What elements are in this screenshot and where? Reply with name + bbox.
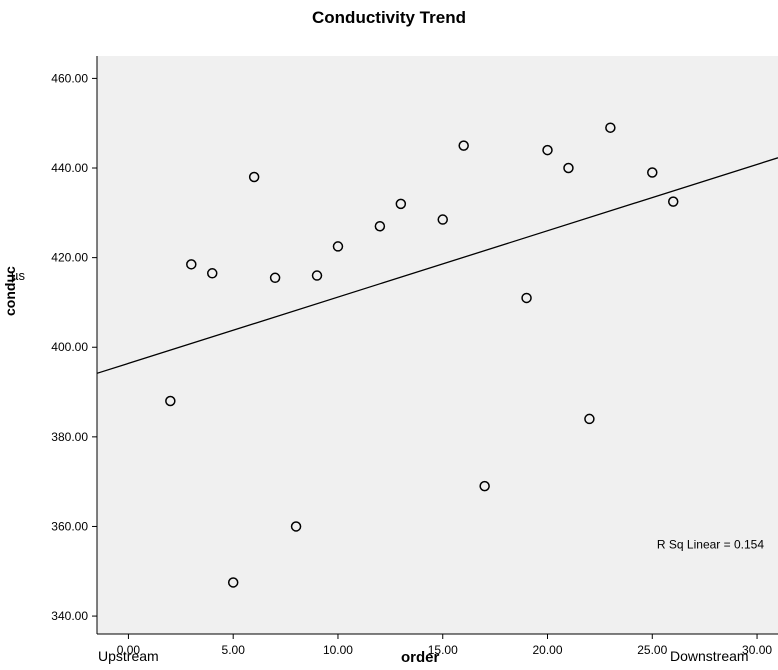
y-tick-label: 420.00	[51, 251, 88, 265]
x-tick-label: 20.00	[532, 643, 562, 657]
y-tick-label: 380.00	[51, 430, 88, 444]
chart-title: Conductivity Trend	[312, 8, 466, 27]
y-tick-label: 460.00	[51, 71, 88, 85]
y-tick-label: 400.00	[51, 340, 88, 354]
data-point	[647, 167, 658, 178]
data-point	[290, 521, 302, 532]
y-tick-label: 440.00	[51, 161, 88, 175]
y-tick-label: 360.00	[51, 519, 88, 533]
x-tick-label: 10.00	[323, 643, 353, 657]
data-point	[542, 144, 553, 156]
data-point	[374, 221, 386, 232]
data-point	[605, 122, 616, 133]
data-point	[563, 162, 574, 174]
r-squared-annotation: R Sq Linear = 0.154	[657, 537, 764, 551]
data-point	[667, 196, 679, 207]
data-point	[479, 480, 490, 492]
plot-area	[97, 56, 778, 634]
x-tick-label: 5.00	[222, 643, 246, 657]
data-point	[437, 214, 448, 225]
data-point	[269, 272, 281, 284]
y-tick-label: 340.00	[51, 609, 88, 623]
x-tick-label: 0.00	[117, 643, 141, 657]
data-point	[584, 413, 595, 425]
fit-line	[96, 157, 778, 374]
x-axis-right-caption: Downstream	[670, 648, 749, 664]
x-axis-left-caption: Upstream	[98, 648, 159, 664]
data-point	[186, 259, 197, 270]
data-point	[311, 270, 323, 281]
data-point	[395, 198, 407, 210]
x-tick-label: 30.00	[742, 643, 772, 657]
data-point	[165, 395, 176, 407]
y-axis-unit: µs	[11, 268, 25, 283]
x-tick-label: 25.00	[637, 643, 667, 657]
data-point	[248, 171, 260, 183]
data-point	[458, 140, 469, 151]
data-point	[332, 241, 344, 252]
data-point	[206, 268, 218, 279]
data-point	[521, 292, 532, 304]
x-axis-label: order	[401, 649, 440, 666]
x-tick-label: 15.00	[428, 643, 458, 657]
data-point	[227, 577, 239, 588]
